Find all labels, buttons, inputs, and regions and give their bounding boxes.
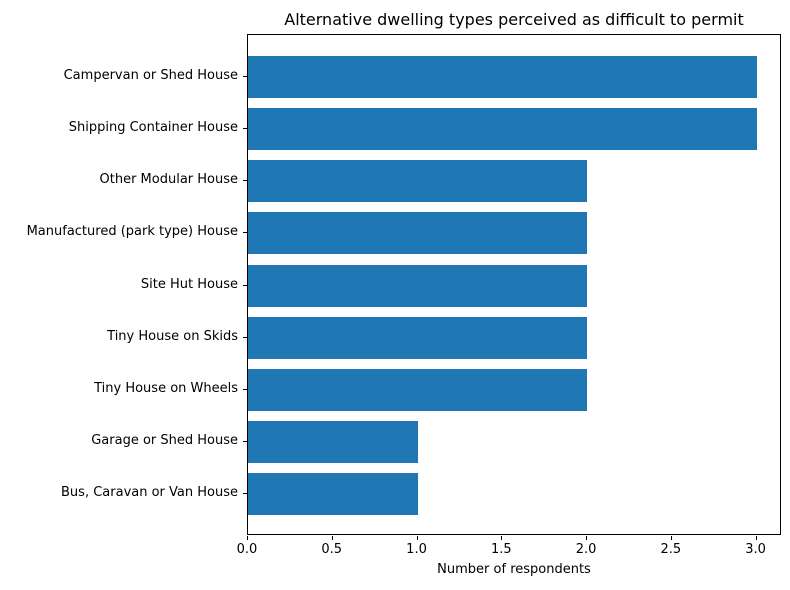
y-tick-label: Site Hut House: [140, 276, 238, 292]
y-tick-mark: [243, 284, 247, 286]
y-tick-label: Manufactured (park type) House: [26, 224, 238, 240]
y-tick-label: Tiny House on Wheels: [94, 380, 238, 396]
y-tick-label: Garage or Shed House: [91, 432, 238, 448]
y-tick-mark: [243, 493, 247, 494]
y-tick-label: Shipping Container House: [68, 120, 238, 136]
x-tick-label: 1.0: [406, 542, 427, 557]
y-tick-label: Tiny House on Skids: [107, 328, 238, 344]
y-tick-label: Campervan or Shed House: [63, 68, 238, 83]
plot-area: [247, 34, 781, 535]
x-tick-mark: [416, 536, 418, 540]
y-tick-mark: [243, 180, 247, 182]
y-tick-label: Other Modular House: [99, 172, 239, 188]
bar: [248, 108, 757, 151]
x-axis-label: Number of respondents: [437, 562, 591, 577]
x-tick-label: 1.5: [490, 542, 512, 557]
y-tick-mark: [243, 388, 247, 390]
bar: [248, 316, 588, 359]
bar: [248, 368, 588, 411]
x-tick-label: 3.0: [745, 542, 766, 557]
bar: [248, 473, 418, 515]
x-tick-label: 0.0: [236, 542, 258, 557]
x-tick-mark: [331, 536, 333, 540]
x-tick-label: 0.5: [321, 542, 343, 557]
x-tick-label: 2.0: [575, 542, 597, 557]
bar: [248, 56, 757, 98]
bar: [248, 160, 588, 203]
x-tick-label: 2.5: [660, 542, 682, 557]
y-tick-mark: [243, 336, 247, 338]
y-tick-mark: [243, 76, 247, 77]
bar: [248, 420, 418, 463]
x-tick-mark: [670, 536, 672, 540]
bar: [248, 264, 588, 307]
x-tick-mark: [247, 536, 248, 540]
y-tick-mark: [243, 440, 247, 442]
y-tick-mark: [243, 128, 247, 130]
x-tick-mark: [586, 536, 588, 540]
y-tick-mark: [243, 232, 247, 234]
x-tick-mark: [755, 536, 757, 540]
bar: [248, 212, 588, 255]
y-tick-label: Bus, Caravan or Van House: [61, 485, 238, 500]
chart-title: Alternative dwelling types perceived as …: [284, 10, 744, 29]
x-tick-mark: [501, 536, 503, 540]
